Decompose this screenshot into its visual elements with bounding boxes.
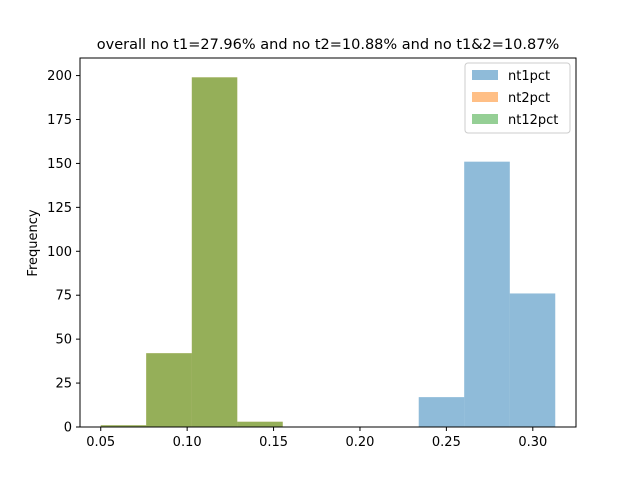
y-tick-label-3: 75 <box>55 289 72 304</box>
x-tick-label-5: 0.30 <box>518 435 547 450</box>
legend: nt1pct nt2pct nt12pct <box>464 62 571 134</box>
legend-label-nt12pct: nt12pct <box>508 113 558 128</box>
bars-layer <box>100 77 556 427</box>
chart-title: overall no t1=27.96% and no t2=10.88% an… <box>97 37 559 53</box>
bar-nt1pct-2 <box>509 293 556 427</box>
y-tick-label-0: 0 <box>64 421 72 436</box>
y-tick-label-6: 150 <box>47 157 72 172</box>
x-tick-label-2: 0.15 <box>259 435 288 450</box>
y-tick-label-8: 200 <box>47 69 72 84</box>
x-tick-label-1: 0.10 <box>173 435 202 450</box>
plot-frame <box>79 57 577 428</box>
bar-nt12pct-3 <box>237 421 283 427</box>
bar-nt1pct-0 <box>418 397 465 427</box>
legend-swatch-nt1pct <box>472 70 498 80</box>
axes-layer: 0.05 0.10 0.15 0.20 0.25 0.30 0 25 50 75 100 125 150… <box>47 57 577 450</box>
x-tick-label-0: 0.05 <box>86 435 115 450</box>
y-tick-label-4: 100 <box>47 245 72 260</box>
legend-swatch-nt2pct <box>472 92 498 102</box>
legend-label-nt1pct: nt1pct <box>508 69 550 84</box>
bar-nt12pct-0 <box>100 425 147 427</box>
y-tick-label-1: 25 <box>55 377 72 392</box>
legend-label-nt2pct: nt2pct <box>508 91 550 106</box>
y-tick-label-7: 175 <box>47 113 72 128</box>
y-tick-label-2: 50 <box>55 333 72 348</box>
bar-nt1pct-1 <box>464 161 510 427</box>
x-tick-label-4: 0.25 <box>432 435 461 450</box>
y-tick-label-5: 125 <box>47 201 72 216</box>
x-tick-label-3: 0.20 <box>345 435 374 450</box>
y-axis-label: Frequency <box>26 209 41 276</box>
legend-swatch-nt12pct <box>472 114 498 124</box>
bar-nt12pct-1 <box>146 353 192 427</box>
bar-nt12pct-2 <box>191 77 238 427</box>
